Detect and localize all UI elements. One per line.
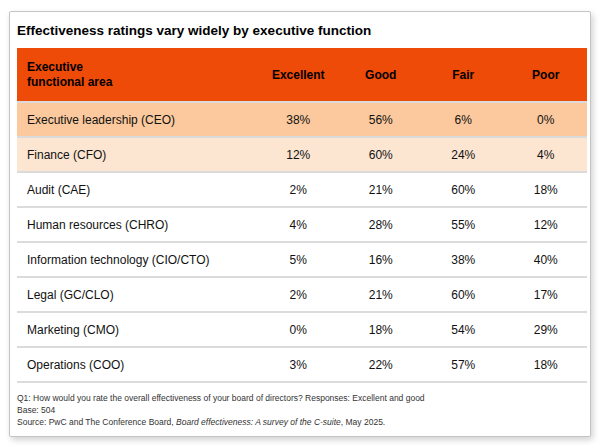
row-value: 21% xyxy=(340,288,423,302)
row-value: 5% xyxy=(257,253,340,267)
footnotes: Q1: How would you rate the overall effec… xyxy=(17,392,584,428)
footnote-source: Source: PwC and The Conference Board, Bo… xyxy=(17,416,584,428)
row-value: 24% xyxy=(422,148,505,162)
row-label: Legal (GC/CLO) xyxy=(17,288,257,302)
row-label: Information technology (CIO/CTO) xyxy=(17,253,257,267)
table-row: Executive leadership (CEO)38%56%6%0% xyxy=(17,101,587,136)
table-row: Operations (COO)3%22%57%18% xyxy=(17,346,587,381)
row-value: 16% xyxy=(340,253,423,267)
row-value: 57% xyxy=(422,358,505,372)
row-value: 18% xyxy=(505,358,588,372)
table-row: Legal (GC/CLO)2%21%60%17% xyxy=(17,276,587,311)
row-value: 60% xyxy=(422,183,505,197)
row-value: 60% xyxy=(422,288,505,302)
row-label: Operations (COO) xyxy=(17,358,257,372)
figure-card: Effectiveness ratings vary widely by exe… xyxy=(9,11,591,437)
row-value: 12% xyxy=(257,148,340,162)
row-value: 40% xyxy=(505,253,588,267)
row-value: 38% xyxy=(422,253,505,267)
row-label: Audit (CAE) xyxy=(17,183,257,197)
row-value: 18% xyxy=(505,183,588,197)
row-value: 56% xyxy=(340,113,423,127)
column-header-good: Good xyxy=(340,68,423,82)
table-body: Executive leadership (CEO)38%56%6%0%Fina… xyxy=(17,101,587,381)
row-value: 4% xyxy=(257,218,340,232)
row-label: Executive leadership (CEO) xyxy=(17,113,257,127)
row-value: 29% xyxy=(505,323,588,337)
row-value: 60% xyxy=(340,148,423,162)
row-value: 4% xyxy=(505,148,588,162)
column-header-excellent: Excellent xyxy=(257,68,340,82)
footnote-question: Q1: How would you rate the overall effec… xyxy=(17,392,584,404)
table-row: Finance (CFO)12%60%24%4% xyxy=(17,136,587,171)
row-value: 28% xyxy=(340,218,423,232)
row-label: Finance (CFO) xyxy=(17,148,257,162)
row-label: Marketing (CMO) xyxy=(17,323,257,337)
row-label: Human resources (CHRO) xyxy=(17,218,257,232)
figure-title: Effectiveness ratings vary widely by exe… xyxy=(17,23,584,39)
row-value: 2% xyxy=(257,183,340,197)
row-value: 22% xyxy=(340,358,423,372)
footnote-base: Base: 504 xyxy=(17,404,584,416)
column-header-area: Executive functional area xyxy=(17,60,257,90)
row-value: 0% xyxy=(257,323,340,337)
column-header-fair: Fair xyxy=(422,68,505,82)
row-value: 6% xyxy=(422,113,505,127)
row-value: 38% xyxy=(257,113,340,127)
table-row: Audit (CAE)2%21%60%18% xyxy=(17,171,587,206)
row-value: 17% xyxy=(505,288,588,302)
row-value: 0% xyxy=(505,113,588,127)
row-value: 21% xyxy=(340,183,423,197)
column-header-poor: Poor xyxy=(505,68,588,82)
table-row: Marketing (CMO)0%18%54%29% xyxy=(17,311,587,346)
row-value: 55% xyxy=(422,218,505,232)
footnote-source-prefix: Source: PwC and The Conference Board, xyxy=(17,417,176,427)
footnote-source-suffix: , May 2025. xyxy=(341,417,385,427)
row-value: 18% xyxy=(340,323,423,337)
table-row: Human resources (CHRO)4%28%55%12% xyxy=(17,206,587,241)
ratings-table: Executive functional area Excellent Good… xyxy=(17,48,587,383)
row-value: 3% xyxy=(257,358,340,372)
row-value: 54% xyxy=(422,323,505,337)
table-header-row: Executive functional area Excellent Good… xyxy=(17,48,587,101)
row-value: 2% xyxy=(257,288,340,302)
footnote-source-title: Board effectiveness: A survey of the C-s… xyxy=(176,417,341,427)
row-value: 12% xyxy=(505,218,588,232)
table-row: Information technology (CIO/CTO)5%16%38%… xyxy=(17,241,587,276)
